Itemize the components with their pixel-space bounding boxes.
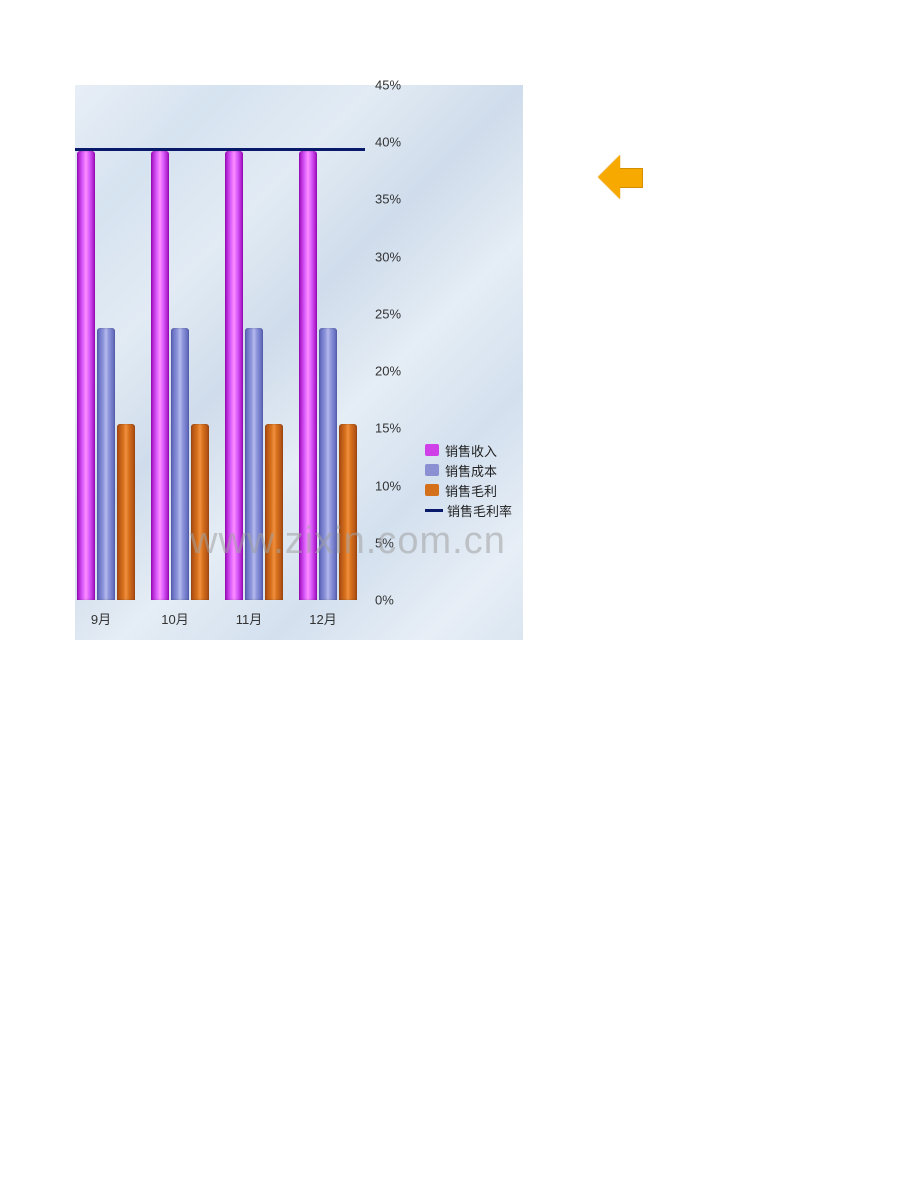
x-tick-label: 12月: [309, 609, 336, 628]
y-tick-label: 45%: [375, 78, 401, 93]
legend-swatch-icon: [425, 464, 439, 476]
bar-销售毛利: [117, 424, 135, 600]
legend-item: 销售毛利率: [425, 500, 512, 520]
legend: 销售收入销售成本销售毛利销售毛利率: [425, 440, 512, 520]
watermark-text: www.zixin.com.cn: [190, 520, 506, 563]
bar-销售毛利: [339, 424, 357, 600]
y-tick-label: 35%: [375, 192, 401, 207]
arrow-head-icon: [598, 155, 620, 199]
legend-line-icon: [425, 509, 443, 512]
x-tick-label: 11月: [236, 609, 263, 628]
legend-item: 销售收入: [425, 440, 512, 460]
bar-销售收入: [77, 151, 95, 600]
legend-label: 销售收入: [445, 441, 497, 460]
arrow-left-icon: [598, 155, 642, 199]
y-tick-label: 10%: [375, 478, 401, 493]
legend-swatch-icon: [425, 444, 439, 456]
x-tick-label: 9月: [91, 609, 111, 628]
legend-label: 销售成本: [445, 461, 497, 480]
legend-swatch-icon: [425, 484, 439, 496]
y-tick-label: 15%: [375, 421, 401, 436]
legend-label: 销售毛利率: [447, 501, 512, 520]
bar-销售成本: [97, 328, 115, 600]
bar-销售毛利: [265, 424, 283, 600]
y-tick-label: 30%: [375, 249, 401, 264]
bar-销售毛利: [191, 424, 209, 600]
legend-item: 销售毛利: [425, 480, 512, 500]
legend-label: 销售毛利: [445, 481, 497, 500]
line-销售毛利率: [75, 148, 365, 151]
bar-销售成本: [171, 328, 189, 600]
arrow-tail-icon: [620, 168, 643, 188]
y-tick-label: 40%: [375, 135, 401, 150]
x-tick-label: 10月: [161, 609, 188, 628]
bar-销售收入: [151, 151, 169, 600]
y-tick-label: 25%: [375, 306, 401, 321]
legend-item: 销售成本: [425, 460, 512, 480]
y-tick-label: 0%: [375, 593, 394, 608]
y-tick-label: 20%: [375, 364, 401, 379]
